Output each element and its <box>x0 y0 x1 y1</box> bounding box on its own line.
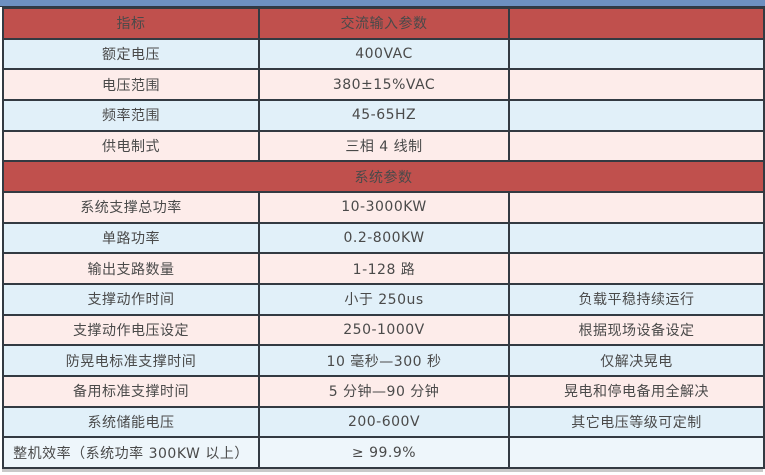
header-indicator: 指标 <box>2 7 260 40</box>
row-value: 小于 250us <box>258 282 510 316</box>
row-note: 仅解决晃电 <box>508 344 765 377</box>
row-note: 根据现场设备设定 <box>508 313 765 347</box>
table-row: 支撑动作电压设定 250-1000V 根据现场设备设定 <box>2 313 765 347</box>
row-label: 系统储能电压 <box>2 405 260 439</box>
row-note <box>508 190 765 224</box>
header-ac-input: 交流输入参数 <box>258 7 510 40</box>
row-label: 备用标准支撑时间 <box>2 374 260 408</box>
row-value: 45-65HZ <box>258 98 510 132</box>
row-value: 1-128 路 <box>258 252 510 285</box>
spec-table: 指标 交流输入参数 额定电压 400VAC 电压范围 380±15%VAC 频率… <box>2 7 765 469</box>
row-note <box>508 98 765 132</box>
page-top-accent-strip <box>0 0 765 7</box>
table-row: 系统支撑总功率 10-3000KW <box>2 190 765 224</box>
row-note: 其它电压等级可定制 <box>508 405 765 439</box>
section-header-row: 系统参数 <box>2 160 765 193</box>
row-note <box>508 252 765 285</box>
table-row: 防晃电标准支撑时间 10 毫秒—300 秒 仅解决晃电 <box>2 344 765 377</box>
row-value: 三相 4 线制 <box>258 129 510 163</box>
row-value: 5 分钟—90 分钟 <box>258 374 510 408</box>
row-label: 输出支路数量 <box>2 252 260 285</box>
row-note <box>508 221 765 255</box>
table-row: 备用标准支撑时间 5 分钟—90 分钟 晃电和停电备用全解决 <box>2 374 765 408</box>
row-note <box>508 129 765 163</box>
row-value: 250-1000V <box>258 313 510 347</box>
row-value: 10-3000KW <box>258 190 510 224</box>
row-value: 380±15%VAC <box>258 68 510 101</box>
row-label: 防晃电标准支撑时间 <box>2 344 260 377</box>
row-note <box>508 436 765 469</box>
row-label: 供电制式 <box>2 129 260 163</box>
row-note: 负载平稳持续运行 <box>508 282 765 316</box>
table-row: 支撑动作时间 小于 250us 负载平稳持续运行 <box>2 282 765 316</box>
header-extra <box>508 7 765 40</box>
table-bottom-shadow <box>2 469 763 472</box>
row-note <box>508 68 765 101</box>
row-value: 200-600V <box>258 405 510 439</box>
row-value: 400VAC <box>258 37 510 71</box>
table-row: 系统储能电压 200-600V 其它电压等级可定制 <box>2 405 765 439</box>
table-row: 供电制式 三相 4 线制 <box>2 129 765 163</box>
table-header-row: 指标 交流输入参数 <box>2 7 765 40</box>
row-note <box>508 37 765 71</box>
row-value: ≥ 99.9% <box>258 436 510 469</box>
table-row: 单路功率 0.2-800KW <box>2 221 765 255</box>
row-value: 0.2-800KW <box>258 221 510 255</box>
table-row: 整机效率（系统功率 300KW 以上） ≥ 99.9% <box>2 436 765 469</box>
row-label: 系统支撑总功率 <box>2 190 260 224</box>
row-label: 整机效率（系统功率 300KW 以上） <box>2 436 260 469</box>
table-row: 额定电压 400VAC <box>2 37 765 71</box>
section-title: 系统参数 <box>2 160 765 193</box>
table-row: 电压范围 380±15%VAC <box>2 68 765 101</box>
row-label: 单路功率 <box>2 221 260 255</box>
table-row: 输出支路数量 1-128 路 <box>2 252 765 285</box>
row-note: 晃电和停电备用全解决 <box>508 374 765 408</box>
table-row: 频率范围 45-65HZ <box>2 98 765 132</box>
row-label: 额定电压 <box>2 37 260 71</box>
row-value: 10 毫秒—300 秒 <box>258 344 510 377</box>
row-label: 频率范围 <box>2 98 260 132</box>
row-label: 支撑动作电压设定 <box>2 313 260 347</box>
row-label: 支撑动作时间 <box>2 282 260 316</box>
row-label: 电压范围 <box>2 68 260 101</box>
